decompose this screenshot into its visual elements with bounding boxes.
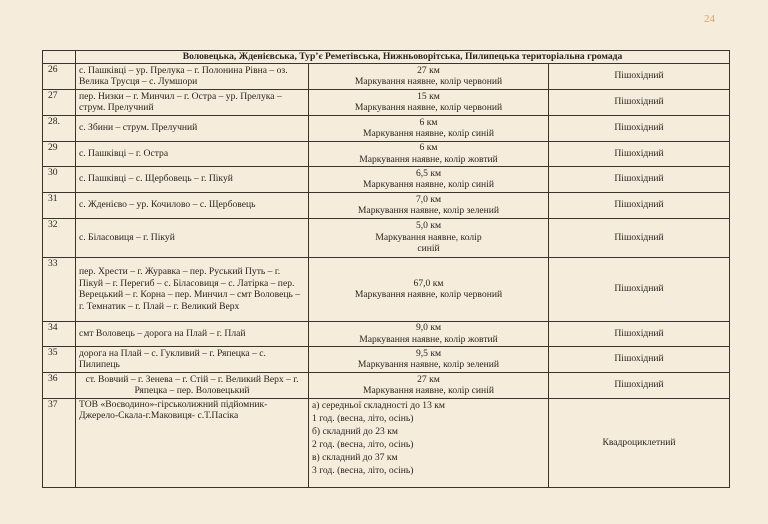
distance-line: 3 год. (весна, літо, осінь) <box>312 464 414 476</box>
row-number: 28. <box>42 114 76 142</box>
route-cell: пер. Низки – г. Минчил – г. Остра – ур. … <box>75 88 309 116</box>
route-cell: дорога на Плай – с. Гукливий – г. Ряпецк… <box>75 345 309 373</box>
table-row: 27 пер. Низки – г. Минчил – г. Остра – ур… <box>42 88 731 116</box>
distance-cell: 6,5 км Маркування наявне, колір синій <box>308 165 549 193</box>
distance-line: 2 год. (весна, літо, осінь) <box>312 438 414 450</box>
page-number: 24 <box>704 13 715 25</box>
table-row: 31 с. Жденієво – ур. Кочилово – с. Щербов… <box>42 191 731 219</box>
table-row: 29 с. Пашківці – г. Остра 6 км Маркування н… <box>42 140 731 167</box>
distance-cell: 27 км Маркування наявне, колір червоний <box>308 62 549 90</box>
distance-line: Маркування наявне, колір зелений <box>357 359 500 370</box>
distance-line: в) складний до 37 км <box>312 451 398 463</box>
distance-line: 27 км <box>417 373 440 385</box>
route-type-cell: Пішохідний <box>547 256 731 322</box>
distance-cell: 67,0 км Маркування наявне, колір червоний <box>308 256 549 322</box>
row-number: 26 <box>42 62 76 90</box>
route-type-cell: Пішохідний <box>547 217 731 258</box>
route-cell: с. Пашківці – ур. Прелука – г. Полонина … <box>75 62 309 90</box>
distance-line: 5,0 км <box>415 220 442 232</box>
route-type-cell: Пішохідний <box>547 62 731 90</box>
distance-cell: 7,0 км Маркування наявне, колір зелений <box>308 191 549 219</box>
route-cell: с. Жденієво – ур. Кочилово – с. Щербовец… <box>75 191 309 219</box>
row-number: 37 <box>42 397 76 488</box>
route-type-cell: Пішохідний <box>547 88 731 116</box>
route-cell: с. Пашківці – с. Щербовець – г. Пікуй <box>75 165 309 193</box>
distance-line: 1 год. (весна, літо, осінь) <box>312 412 414 424</box>
distance-line: синій <box>417 243 440 255</box>
distance-line: Маркування наявне, колір червоний <box>354 102 503 113</box>
distance-line: Маркування наявне, колір синій <box>363 128 494 139</box>
distance-line: 6 км <box>419 142 438 153</box>
distance-line: Маркування наявне, колір червоний <box>354 289 503 300</box>
route-type-cell: Квадроциклетний <box>547 397 731 488</box>
route-type-cell: Пішохідний <box>547 191 731 219</box>
distance-cell: а) середньої складності до 13 км 1 год. (… <box>308 397 549 488</box>
row-number: 34 <box>42 320 76 347</box>
distance-line: б) складний до 23 км <box>312 425 398 437</box>
distance-cell: 6 км Маркування наявне, колір синій <box>308 114 549 142</box>
route-type-cell: Пішохідний <box>547 320 731 347</box>
route-cell: с. Біласовиця – г. Пікуй <box>75 217 309 258</box>
table-row: 26 с. Пашківці – ур. Прелука – г. Полонин… <box>42 62 731 90</box>
distance-cell: 6 км Маркування наявне, колір жовтий <box>308 140 549 167</box>
distance-line: а) середньої складності до 13 км <box>312 399 445 411</box>
table-row: 34 смт Воловець – дорога на Плай – г. Пла… <box>42 320 731 347</box>
distance-cell: 5,0 км Маркування наявне, колір синій <box>308 217 549 258</box>
row-number: 27 <box>42 88 76 116</box>
route-cell: с. Пашківці – г. Остра <box>75 140 309 167</box>
distance-line: 6,5 км <box>415 167 442 179</box>
row-number: 31 <box>42 191 76 219</box>
route-cell: с. Збини – струм. Прелучний <box>75 114 309 142</box>
table-row: 32 с. Біласовиця – г. Пікуй 5,0 км Маркуван… <box>42 217 731 258</box>
distance-cell: 15 км Маркування наявне, колір червоний <box>308 88 549 116</box>
distance-line: Маркування наявне, колір синій <box>363 179 494 190</box>
route-type-cell: Пішохідний <box>547 140 731 167</box>
distance-line: 67,0 км <box>413 277 444 289</box>
route-cell: смт Воловець – дорога на Плай – г. Плай <box>75 320 309 347</box>
table-row: 33 пер. Хрести – г. Журавка – пер. Руськи… <box>42 256 731 322</box>
distance-line: Маркування наявне, колір зелений <box>357 205 500 216</box>
distance-cell: 9,0 км Маркування наявне, колір жовтий <box>308 320 549 347</box>
distance-line: 7,0 км <box>415 193 442 205</box>
section-header: Воловецька, Жденієвська, Тур’є Реметівсь… <box>74 50 731 64</box>
row-number: 36 <box>42 371 76 399</box>
distance-line: Маркування наявне, колір <box>375 231 482 243</box>
distance-line: Маркування наявне, колір синій <box>363 385 494 396</box>
section-header-row: Воловецька, Жденієвська, Тур’є Реметівсь… <box>42 50 731 64</box>
distance-line: 6 км <box>419 116 438 128</box>
table-row: 28. с. Збини – струм. Прелучний 6 км Маркув… <box>42 114 731 142</box>
row-number: 33 <box>42 256 76 322</box>
distance-line: 27 км <box>417 64 440 76</box>
distance-cell: 9,5 км Маркування наявне, колір зелений <box>308 345 549 373</box>
table-row: 35 дорога на Плай – с. Гукливий – г. Ряпе… <box>42 345 731 373</box>
route-type-cell: Пішохідний <box>547 345 731 373</box>
route-type-cell: Пішохідний <box>547 165 731 193</box>
distance-cell: 27 км Маркування наявне, колір синій <box>308 371 549 399</box>
distance-line: Маркування наявне, колір жовтий <box>359 333 498 345</box>
row-number: 32 <box>42 217 76 258</box>
row-number: 30 <box>42 165 76 193</box>
distance-line: 15 км <box>417 90 440 102</box>
row-number: 35 <box>42 345 76 373</box>
distance-line: Маркування наявне, колір жовтий <box>359 153 498 165</box>
row-number: 29 <box>42 140 76 167</box>
route-cell: пер. Хрести – г. Журавка – пер. Руський … <box>75 256 309 322</box>
table-row: 30 с. Пашківці – с. Щербовець – г. Пікуй 6… <box>42 165 731 193</box>
routes-table: Воловецька, Жденієвська, Тур’є Реметівсь… <box>42 50 731 488</box>
distance-line: Маркування наявне, колір червоний <box>354 76 503 87</box>
route-cell: ТОВ «Воєводино»-гірськолижний підйомник-… <box>75 397 309 488</box>
table-row: 36 ст. Вовчий – г. Зенева – г. Стій – г. … <box>42 371 731 399</box>
distance-line: 9,5 км <box>415 347 442 359</box>
distance-line: 9,0 км <box>415 322 442 333</box>
route-type-cell: Пішохідний <box>547 114 731 142</box>
route-type-cell: Пішохідний <box>547 371 731 399</box>
table-row: 37 ТОВ «Воєводино»-гірськолижний підйомни… <box>42 397 731 488</box>
route-cell: ст. Вовчий – г. Зенева – г. Стій – г. Ве… <box>75 371 309 399</box>
